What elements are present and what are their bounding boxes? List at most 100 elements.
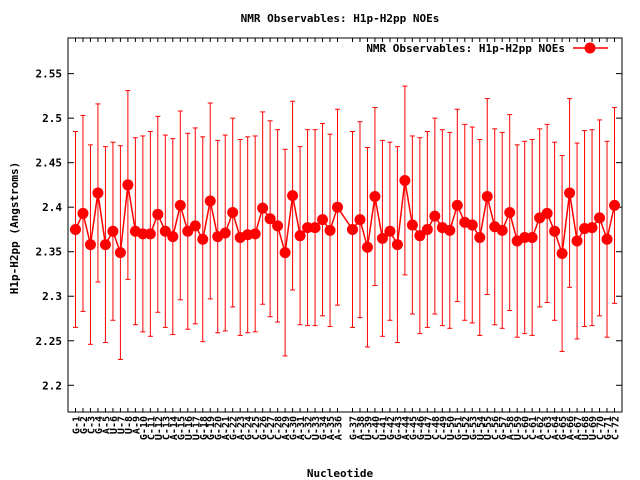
x-tick-label: A-38 — [356, 416, 367, 440]
data-point — [197, 233, 209, 245]
legend: NMR Observables: H1p-H2pp NOEs — [366, 42, 608, 55]
x-tick-label: G-43 — [393, 416, 404, 440]
x-axis-label: Nucleotide — [307, 467, 374, 480]
data-point — [99, 239, 111, 251]
data-point — [549, 225, 561, 237]
data-point — [294, 230, 306, 242]
data-point — [69, 223, 81, 235]
data-point — [474, 231, 486, 243]
data-point — [391, 239, 403, 251]
x-tick-label: A-64 — [551, 416, 562, 440]
data-point — [272, 220, 284, 232]
data-point — [114, 247, 126, 259]
data-point — [594, 212, 606, 224]
data-point — [496, 224, 508, 236]
series — [69, 85, 621, 360]
x-tick-label: U-39 — [363, 416, 374, 440]
data-point — [376, 232, 388, 244]
data-point — [556, 247, 568, 259]
data-point — [204, 195, 216, 207]
data-point — [414, 230, 426, 242]
y-tick-label: 2.3 — [42, 290, 62, 303]
x-tick-label: G-46 — [416, 416, 427, 440]
x-tick-label: U-33 — [311, 416, 322, 440]
data-point — [219, 227, 231, 239]
x-tick-label: C-40 — [371, 416, 382, 440]
x-tick-label: C-70 — [596, 416, 607, 440]
x-tick-label: A-36 — [334, 416, 345, 440]
x-tick-label: A-31 — [296, 416, 307, 440]
data-point — [287, 190, 299, 202]
y-tick-label: 2.35 — [36, 246, 63, 259]
y-tick-label: 2.45 — [36, 157, 63, 170]
data-point — [369, 191, 381, 203]
x-tick-label: A-9 — [131, 416, 142, 434]
y-tick-label: 2.5 — [42, 112, 62, 125]
x-tick-label: C-13 — [161, 416, 172, 440]
x-tick-label: G-18 — [199, 416, 210, 440]
x-tick-label: C-49 — [438, 416, 449, 440]
data-point — [227, 207, 239, 219]
data-point — [384, 225, 396, 237]
data-point — [279, 247, 291, 259]
chart-title: NMR Observables: H1p-H2pp NOEs — [241, 12, 440, 25]
x-tick-label: G-19 — [206, 416, 217, 440]
x-tick-label: U-54 — [476, 416, 487, 440]
x-tick-label: U-68 — [581, 416, 592, 440]
x-tick-label: C-28 — [274, 416, 285, 440]
data-point — [122, 179, 134, 191]
x-tick-label: G-10 — [139, 416, 150, 440]
x-tick-label: U-55 — [483, 416, 494, 440]
x-tick-label: G-71 — [603, 416, 614, 440]
y-tick-label: 2.25 — [36, 335, 63, 348]
y-tick-label: 2.4 — [42, 201, 62, 214]
data-point — [264, 213, 276, 225]
data-point — [174, 199, 186, 211]
x-tick-label: C-60 — [521, 416, 532, 440]
data-point — [309, 222, 321, 234]
data-point — [504, 207, 516, 219]
data-point — [481, 191, 493, 203]
data-point — [399, 174, 411, 186]
x-tick-label: A-44 — [401, 416, 412, 440]
data-point — [586, 222, 598, 234]
x-tick-label: A-23 — [236, 416, 247, 440]
x-tick-label: U-59 — [513, 416, 524, 440]
x-tick-label: A-66 — [566, 416, 577, 440]
data-point — [249, 228, 261, 240]
x-tick-label: C-32 — [304, 416, 315, 440]
x-tick-label: U-16 — [184, 416, 195, 440]
data-point — [406, 219, 418, 231]
data-point — [92, 187, 104, 199]
x-tick-label: U-12 — [154, 416, 165, 440]
x-tick-label: U-41 — [378, 416, 389, 440]
x-tick-label: G-37 — [348, 416, 359, 440]
legend-label: NMR Observables: H1p-H2pp NOEs — [366, 42, 565, 55]
y-axis: 2.2 2.25 2.3 2.35 2.4 2.45 2.5 2.55 — [36, 68, 622, 392]
x-tick-label: A-67 — [573, 416, 584, 440]
x-tick-label: G-4 — [94, 416, 105, 434]
x-tick-label: G-22 — [229, 416, 240, 440]
data-point — [77, 207, 89, 219]
data-point — [346, 223, 358, 235]
data-point — [526, 231, 538, 243]
x-tick-label: U-7 — [116, 416, 127, 434]
data-point — [189, 220, 201, 232]
data-point — [541, 207, 553, 219]
data-point — [84, 239, 96, 251]
x-tick-label: C-63 — [543, 416, 554, 440]
y-tick-label: 2.55 — [36, 68, 63, 81]
data-point — [421, 223, 433, 235]
data-point — [257, 202, 269, 214]
x-tick-label: G-65 — [558, 416, 569, 440]
x-tick-label: A-5 — [101, 416, 112, 434]
x-tick-label: C-3 — [86, 416, 97, 434]
x-tick-label: A-62 — [536, 416, 547, 440]
legend-marker — [584, 42, 596, 54]
data-point — [317, 214, 329, 226]
x-tick-label: U-6 — [109, 416, 120, 434]
x-tick-label: G-26 — [259, 416, 270, 440]
x-tick-label: G-30 — [289, 416, 300, 440]
x-tick-label: C-48 — [431, 416, 442, 440]
